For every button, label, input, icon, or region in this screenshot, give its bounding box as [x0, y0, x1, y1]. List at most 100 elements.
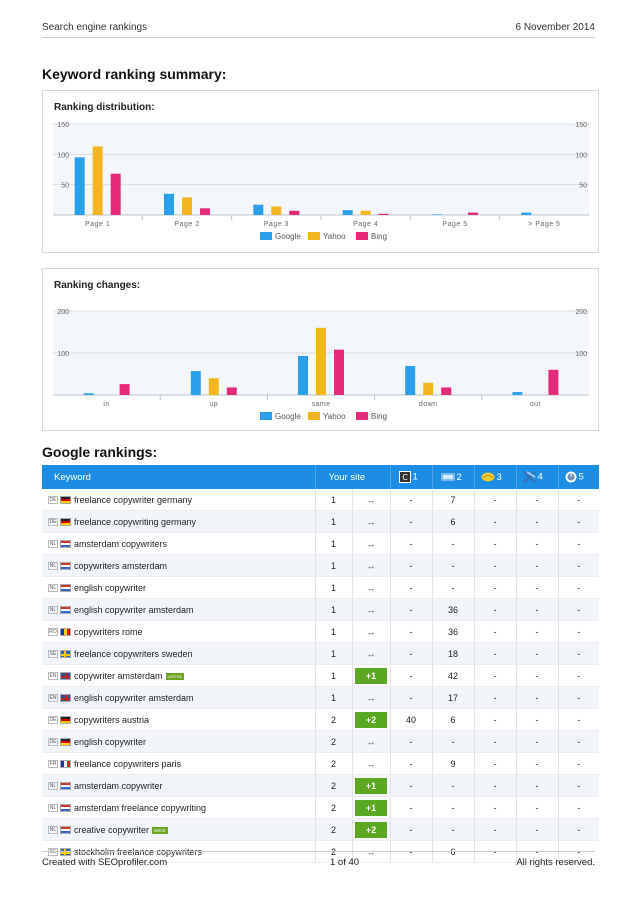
competitor-1-cell: -: [390, 554, 433, 577]
competitor-3-cell: -: [474, 620, 517, 643]
competitor-2-cell: 42: [432, 664, 475, 687]
x-tick-label: in: [103, 401, 109, 408]
competitor-3-cell: -: [474, 752, 517, 775]
competitor-1-cell: -: [390, 642, 433, 665]
competitor-5-cell: -: [558, 730, 599, 753]
distribution-title: Ranking distribution:: [54, 102, 155, 113]
country-code: SE: [48, 650, 58, 659]
x-tick-label: Page 3: [264, 221, 289, 228]
position-value: 1: [330, 604, 336, 615]
country-code: NL: [48, 584, 58, 593]
competitor-3-cell: -: [474, 510, 517, 533]
keyword-text: amsterdam copywriter: [74, 780, 163, 791]
keyword-text: english copywriter: [74, 582, 147, 593]
bar-google: [432, 214, 442, 215]
table-row[interactable]: NL english copywriter amsterdam 1 ↔ -36- - -: [42, 598, 599, 621]
competitor-5-cell: -: [558, 752, 599, 775]
table-row[interactable]: RO copywriters rome 1 ↔ -36- - -: [42, 620, 599, 643]
table-row[interactable]: DE english copywriter 2 ↔ - - - - -: [42, 730, 599, 753]
keyword-text: copywriter amsterdam: [74, 670, 163, 681]
x-tick-label: Page 1: [85, 221, 110, 228]
competitor-5-cell: -: [558, 532, 599, 555]
col-competitor-5[interactable]: 5: [558, 465, 599, 489]
bar-google: [164, 193, 174, 215]
col-your-site[interactable]: Your site: [315, 465, 391, 489]
x-tick-label: up: [209, 401, 218, 408]
position-value: 1: [330, 692, 336, 703]
table-row[interactable]: FR freelance copywriters paris 2 ↔ -9- - -: [42, 752, 599, 775]
competitor-2-cell: -: [432, 818, 475, 841]
table-row[interactable]: NL amsterdam copywriter 2 +1- - - - -: [42, 774, 599, 797]
keyword-text: creative copywriter: [74, 824, 150, 835]
report-title: Search engine rankings: [42, 22, 148, 33]
col-competitor-2[interactable]: 2: [432, 465, 475, 489]
de-flag-icon: [60, 716, 71, 725]
competitor-4-icon: [522, 471, 536, 483]
keyword-text: english copywriter: [74, 736, 147, 747]
page-header: Search engine rankings 6 November 2014: [42, 22, 595, 33]
y-tick-left: 100: [57, 152, 69, 159]
table-row[interactable]: NL english copywriter 1 ↔ - - - - -: [42, 576, 599, 599]
y-tick-right: 150: [575, 122, 587, 129]
keyword-text: copywriters amsterdam: [74, 560, 168, 571]
de-flag-icon: [60, 518, 71, 527]
bar-bing: [226, 387, 237, 395]
country-code: FR: [48, 760, 58, 769]
ro-flag-icon: [60, 628, 71, 637]
keyword-text: amsterdam freelance copywriting: [74, 802, 207, 813]
bar-google: [190, 371, 201, 395]
table-row[interactable]: DE copywriters austria 2 +2 40 6- - -: [42, 708, 599, 731]
keyword-cell: NL english copywriter amsterdam: [42, 598, 316, 621]
y-tick-left: 50: [61, 183, 69, 190]
no-change-icon: ↔: [366, 538, 376, 549]
col-competitor-4[interactable]: 4: [516, 465, 559, 489]
y-tick-right: 200: [575, 309, 587, 316]
table-row[interactable]: DE freelance copywriting germany 1 ↔ -6- - -: [42, 510, 599, 533]
no-change-icon: ↔: [366, 560, 376, 571]
table-row[interactable]: SE freelance copywriters sweden 1 ↔ -18- - -: [42, 642, 599, 665]
legend-label-yahoo: Yahoo: [323, 412, 346, 421]
table-row[interactable]: NL creative copywriter IMGS 2 +2- - - - -: [42, 818, 599, 841]
competitor-3-cell: -: [474, 489, 517, 511]
competitor-2-cell: -: [432, 576, 475, 599]
y-tick-right: 100: [575, 351, 587, 358]
keyword-cell: DE copywriters austria: [42, 708, 316, 731]
x-tick-label: out: [530, 401, 541, 408]
distribution-chart: 50 50 100 100 150 150 Page 1 Page 2 Page 3 Page 4…: [53, 122, 589, 241]
col-competitor-3[interactable]: 3: [474, 465, 517, 489]
competitor-1-cell: -: [390, 796, 433, 819]
table-row[interactable]: NL copywriters amsterdam 1 ↔ - - - - -: [42, 554, 599, 577]
competitor-3-cell: -: [474, 576, 517, 599]
bar-bing: [378, 213, 389, 215]
table-row[interactable]: EN english copywriter amsterdam 1 ↔ -17- - -: [42, 686, 599, 709]
table-row[interactable]: NL amsterdam freelance copywriting 2 +1- - - -…: [42, 796, 599, 819]
country-code: DE: [48, 518, 58, 527]
position-value: 2: [330, 780, 336, 791]
competitor-4-cell: -: [516, 730, 559, 753]
site-cell: 2↔: [315, 752, 391, 775]
no-change-icon: ↔: [366, 692, 376, 703]
bar-google: [342, 210, 353, 215]
keyword-cell: DE freelance copywriting germany: [42, 510, 316, 533]
keyword-cell: DE freelance copywriter germany: [42, 489, 316, 511]
col-keyword[interactable]: Keyword: [42, 465, 316, 489]
competitor-5-cell: -: [558, 664, 599, 687]
footer-rights: All rights reserved.: [516, 857, 595, 868]
table-row[interactable]: EN copywriter amsterdam LOCAL 1 +1-42- - -: [42, 664, 599, 687]
distribution-panel: Ranking distribution: 50 50 100 100 150 150 Pa…: [42, 90, 599, 253]
rank-change-badge: +1: [355, 667, 387, 684]
table-row[interactable]: DE freelance copywriter germany 1 ↔ -7- - -: [42, 489, 599, 511]
table-row[interactable]: NL amsterdam copywriters 1 ↔ - - - - -: [42, 532, 599, 555]
bar-google: [83, 393, 94, 395]
country-code: NL: [48, 826, 58, 835]
competitor-4-cell: -: [516, 489, 559, 511]
competitor-4-cell: -: [516, 774, 559, 797]
position-value: 2: [330, 736, 336, 747]
bar-bing: [334, 349, 344, 395]
rank-change-badge: +1: [355, 777, 387, 794]
competitor-2-cell: -: [432, 532, 475, 555]
competitor-5-icon: [565, 471, 576, 483]
competitor-4-cell: -: [516, 818, 559, 841]
